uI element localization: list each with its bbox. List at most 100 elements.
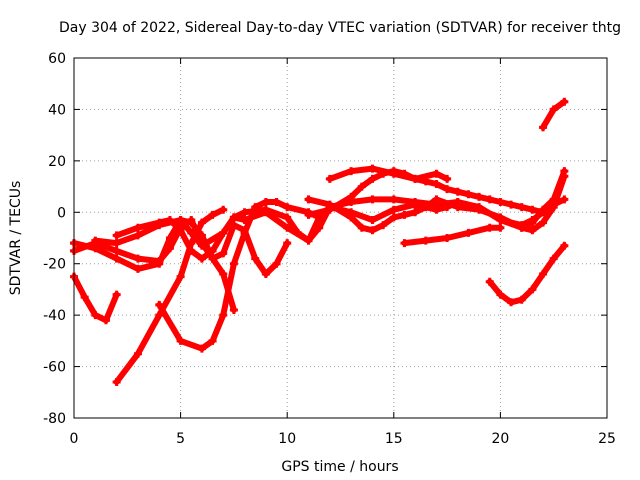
data-point	[133, 231, 142, 240]
data-point	[155, 300, 164, 309]
data-point	[496, 216, 505, 224]
data-point	[539, 218, 548, 227]
data-point	[411, 174, 420, 183]
data-point	[197, 231, 206, 240]
data-point	[411, 208, 420, 217]
data-point	[155, 257, 164, 266]
data-point	[304, 210, 313, 219]
data-point	[453, 187, 462, 196]
data-point	[528, 285, 537, 294]
series-group	[70, 97, 569, 386]
data-point	[400, 210, 409, 219]
data-point	[112, 239, 121, 248]
data-point	[496, 223, 505, 232]
data-point	[197, 344, 206, 353]
series-line-trace-11	[401, 224, 504, 247]
data-point	[187, 246, 196, 255]
data-point	[91, 311, 100, 320]
data-point	[368, 226, 377, 235]
data-point	[432, 169, 441, 178]
data-point	[357, 182, 366, 191]
data-point	[133, 264, 142, 273]
data-point	[229, 259, 238, 268]
x-tick-label: 10	[278, 431, 296, 447]
data-point	[219, 205, 228, 214]
data-point	[368, 216, 377, 224]
data-point	[507, 298, 516, 307]
data-point	[389, 169, 398, 178]
x-tick-label: 25	[598, 431, 616, 447]
data-point	[485, 195, 494, 204]
data-point	[176, 226, 185, 235]
data-point	[517, 295, 526, 304]
data-point	[219, 311, 228, 320]
data-point	[528, 218, 537, 227]
data-point	[357, 223, 366, 232]
data-point	[443, 174, 452, 183]
data-point	[133, 349, 142, 358]
data-point	[197, 218, 206, 227]
data-point	[496, 290, 505, 299]
data-point	[112, 378, 121, 386]
data-point	[560, 97, 569, 106]
data-point	[219, 270, 228, 278]
y-axis-label: SDTVAR / TECUs	[8, 181, 24, 296]
data-point	[389, 213, 398, 222]
data-point	[411, 198, 420, 206]
data-point	[549, 203, 558, 212]
data-point	[443, 185, 452, 194]
data-point	[101, 316, 110, 325]
data-point	[315, 223, 324, 232]
data-point	[453, 203, 462, 212]
data-point	[539, 123, 548, 132]
data-point	[432, 180, 441, 188]
data-point	[197, 254, 206, 263]
x-tick-label: 15	[385, 431, 403, 447]
data-point	[176, 216, 185, 224]
y-tick-label: -40	[43, 308, 66, 324]
data-point	[528, 226, 537, 235]
data-point	[389, 205, 398, 214]
data-point	[347, 213, 356, 222]
data-point	[240, 208, 249, 217]
data-point	[229, 213, 238, 222]
data-point	[240, 228, 249, 237]
data-point	[389, 195, 398, 204]
data-point	[261, 205, 270, 214]
data-point	[539, 270, 548, 278]
data-point	[251, 254, 260, 263]
data-point	[496, 198, 505, 206]
x-axis-label: GPS time / hours	[281, 459, 398, 475]
data-point	[368, 174, 377, 183]
data-point	[475, 192, 484, 201]
data-point	[283, 223, 292, 232]
data-point	[272, 198, 281, 206]
data-point	[176, 336, 185, 345]
data-point	[304, 236, 313, 245]
data-point	[112, 290, 121, 299]
data-point	[517, 223, 526, 232]
data-point	[485, 223, 494, 232]
data-point	[91, 236, 100, 245]
x-tick-label: 0	[70, 431, 79, 447]
data-point	[133, 254, 142, 263]
data-point	[528, 205, 537, 214]
data-point	[549, 254, 558, 263]
data-point	[112, 254, 121, 263]
data-point	[283, 239, 292, 248]
data-point	[517, 203, 526, 212]
data-point	[293, 228, 302, 237]
data-point	[112, 231, 121, 240]
x-tick-labels: 0 5 10 15 20 25	[70, 431, 616, 447]
data-point	[112, 246, 121, 255]
data-point	[443, 234, 452, 242]
data-point	[432, 195, 441, 204]
data-point	[155, 218, 164, 227]
x-tick-label: 20	[491, 431, 509, 447]
data-point	[347, 192, 356, 201]
plot-frame	[73, 57, 608, 419]
grid	[73, 57, 608, 419]
data-point	[208, 254, 217, 263]
data-point	[219, 228, 228, 237]
